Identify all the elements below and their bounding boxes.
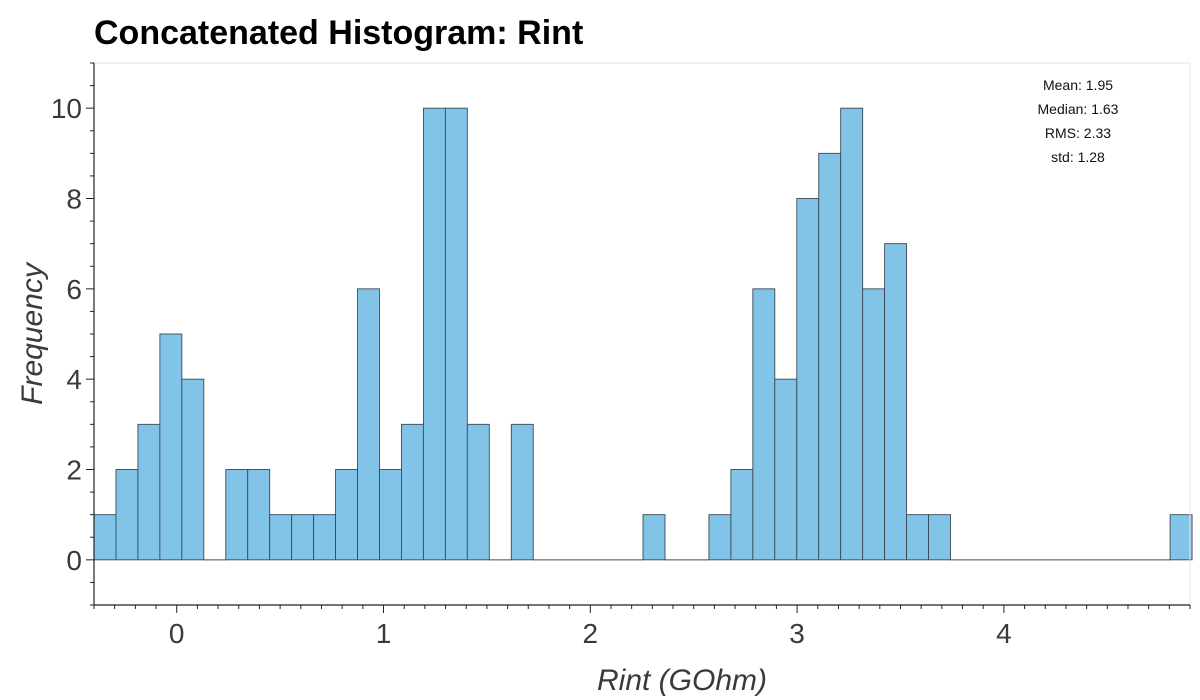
histogram-bar [291,514,315,561]
axes-layer: 0 2 4 6 8 10 0 1 2 3 4 [51,62,1191,649]
histogram-bar [422,107,446,561]
histogram-bar [93,514,117,561]
histogram-bar [840,107,864,561]
histogram-bar [269,514,293,561]
histogram-bar [181,378,205,561]
histogram-bar [928,514,951,561]
histogram-bar [796,198,820,561]
histogram-bar [906,514,929,561]
y-tick-label: 6 [66,274,82,305]
histogram-bar [225,469,249,561]
histogram-bar [247,469,271,561]
chart-title: Concatenated Histogram: Rint [94,14,584,52]
histogram-bar [137,423,161,561]
histogram-bar [642,514,666,561]
y-tick-label: 0 [66,545,82,576]
histogram-bar [313,514,337,561]
histogram-bar [774,378,798,561]
y-axis-label: Frequency [16,261,49,405]
histogram-bar [335,469,358,561]
stats-line: Mean: 1.95 [1043,77,1113,93]
x-tick-label: 1 [376,618,392,649]
histogram-bar [115,469,139,561]
bars-layer [93,107,1193,561]
stats-line: Median: 1.63 [1038,101,1119,117]
histogram-bar [401,423,424,561]
histogram-bar [818,152,842,561]
histogram-bar [862,288,886,561]
histogram-bar [466,423,490,561]
histogram-bar [752,288,776,561]
x-tick-label: 0 [169,618,185,649]
y-tick-label: 4 [66,364,82,395]
histogram-bar [730,469,754,561]
x-tick-label: 2 [583,618,599,649]
x-tick-label: 3 [789,618,805,649]
x-tick-label: 4 [996,618,1012,649]
histogram-bar [1169,514,1193,561]
histogram-bar [884,243,908,561]
stats-line: std: 1.28 [1051,149,1105,165]
histogram-bar [357,288,380,561]
stats-line: RMS: 2.33 [1045,125,1111,141]
stats-box: Mean: 1.95 Median: 1.63 RMS: 2.33 std: 1.28 [1038,77,1119,165]
x-axis-label: Rint (GOhm) [597,664,767,697]
y-tick-label: 8 [66,184,82,215]
histogram-bar [379,469,402,561]
histogram-bar [708,514,732,561]
histogram-bar [444,107,468,561]
histogram-bar [159,333,183,561]
histogram-bar [510,423,534,561]
y-tick-label: 2 [66,455,82,486]
y-tick-label: 10 [51,93,82,124]
